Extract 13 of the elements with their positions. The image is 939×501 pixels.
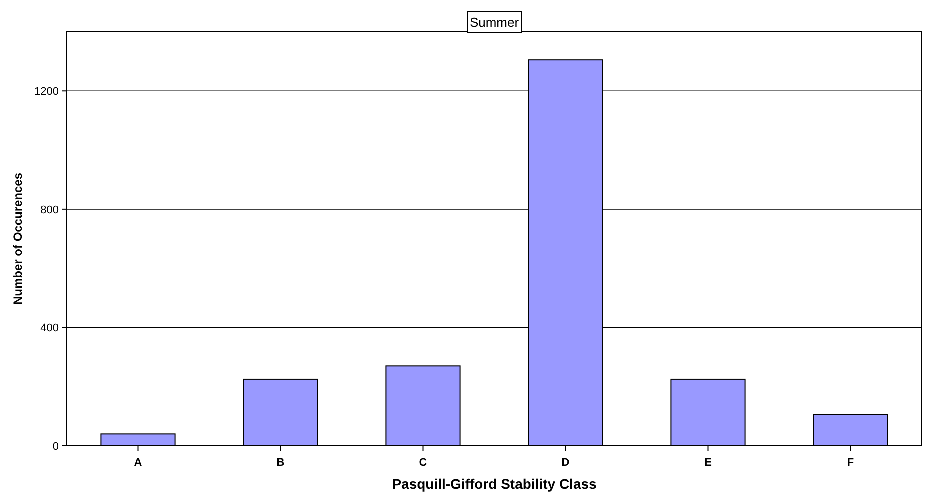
x-tick-label: B (276, 457, 285, 469)
x-tick-label: C (419, 457, 428, 469)
x-tick-label: D (562, 457, 570, 469)
y-tick-label: 0 (52, 440, 59, 453)
y-tick-label: 400 (40, 322, 59, 335)
x-tick-label: E (704, 457, 712, 469)
x-tick-label: F (847, 457, 854, 469)
chart-title: Summer (470, 15, 520, 30)
y-axis-title: Number of Occurences (11, 172, 25, 306)
x-tick-label: A (134, 457, 142, 469)
y-tick-label: 800 (40, 204, 59, 216)
y-tick-label: 1200 (34, 86, 59, 98)
x-axis-title: Pasquill-Gifford Stability Class (392, 476, 598, 492)
